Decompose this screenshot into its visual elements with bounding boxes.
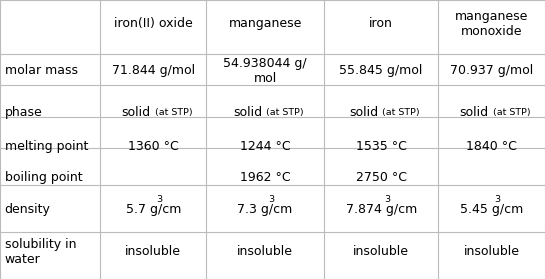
Text: solid: solid — [233, 106, 262, 119]
Text: iron: iron — [369, 17, 393, 30]
Text: melting point: melting point — [4, 140, 88, 153]
Text: 71.844 g/mol: 71.844 g/mol — [112, 64, 195, 77]
Text: (at STP): (at STP) — [152, 108, 192, 117]
Text: solid: solid — [459, 106, 489, 119]
Text: 70.937 g/mol: 70.937 g/mol — [450, 64, 533, 77]
Text: insoluble: insoluble — [463, 246, 519, 258]
Text: (at STP): (at STP) — [379, 108, 420, 117]
Text: boiling point: boiling point — [4, 171, 82, 184]
Text: 1360 °C: 1360 °C — [128, 140, 179, 153]
Text: 54.938044 g/
mol: 54.938044 g/ mol — [223, 57, 307, 85]
Text: 1244 °C: 1244 °C — [240, 140, 290, 153]
Text: insoluble: insoluble — [237, 246, 293, 258]
Text: molar mass: molar mass — [4, 64, 77, 77]
Text: manganese
monoxide: manganese monoxide — [455, 9, 528, 38]
Text: 1840 °C: 1840 °C — [466, 140, 517, 153]
Text: 55.845 g/mol: 55.845 g/mol — [340, 64, 423, 77]
Text: 3: 3 — [384, 194, 390, 204]
Text: 2750 °C: 2750 °C — [356, 171, 407, 184]
Text: insoluble: insoluble — [125, 246, 181, 258]
Text: (at STP): (at STP) — [490, 108, 530, 117]
Text: 3: 3 — [494, 194, 500, 204]
Text: phase: phase — [4, 106, 43, 119]
Text: 3: 3 — [268, 194, 274, 204]
Text: 7.874 g/cm: 7.874 g/cm — [346, 203, 417, 216]
Text: 1962 °C: 1962 °C — [240, 171, 290, 184]
Text: 5.7 g/cm: 5.7 g/cm — [126, 203, 181, 216]
Text: 1535 °C: 1535 °C — [356, 140, 407, 153]
Text: insoluble: insoluble — [353, 246, 409, 258]
Text: iron(II) oxide: iron(II) oxide — [114, 17, 193, 30]
Text: solid: solid — [349, 106, 378, 119]
Text: 5.45 g/cm: 5.45 g/cm — [460, 203, 523, 216]
Text: 3: 3 — [156, 194, 162, 204]
Text: solid: solid — [122, 106, 150, 119]
Text: (at STP): (at STP) — [263, 108, 304, 117]
Text: density: density — [4, 203, 51, 216]
Text: 7.3 g/cm: 7.3 g/cm — [238, 203, 293, 216]
Text: manganese: manganese — [228, 17, 302, 30]
Text: solubility in
water: solubility in water — [4, 238, 76, 266]
